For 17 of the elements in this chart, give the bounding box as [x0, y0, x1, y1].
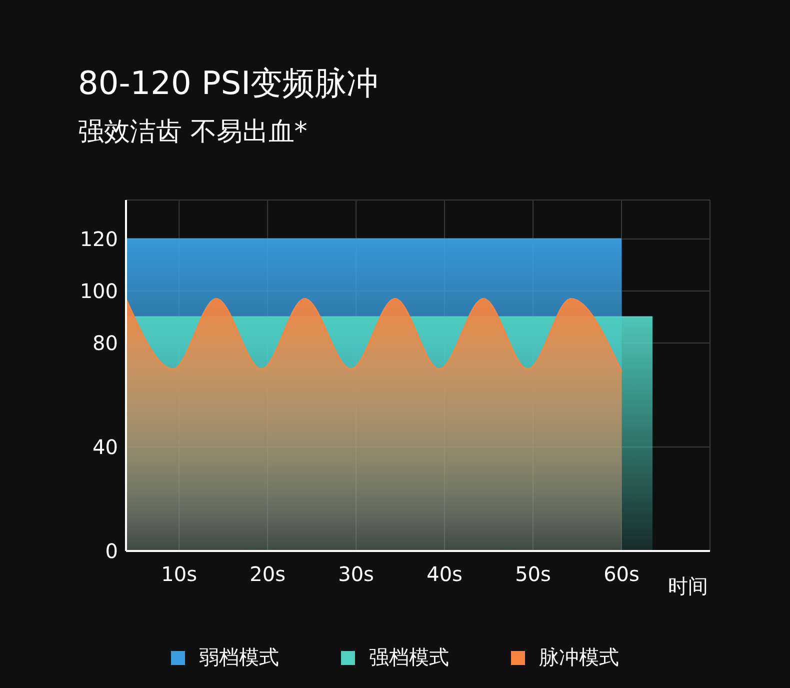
x-tick-label: 10s: [161, 562, 198, 586]
x-tick-label: 60s: [604, 562, 640, 586]
y-tick-label: 40: [92, 435, 118, 460]
y-tick-label: 120: [80, 227, 118, 252]
x-axis-title: 时间: [668, 573, 708, 600]
chart-title: 80-120 PSI变频脉冲: [78, 63, 379, 104]
chart-subtitle: 强效洁齿 不易出血*: [78, 116, 308, 149]
x-tick-label: 20s: [250, 562, 286, 586]
y-tick-label: 0: [105, 539, 118, 564]
x-tick-label: 50s: [515, 562, 551, 586]
y-tick-label: 100: [80, 279, 118, 304]
y-tick-label: 80: [92, 331, 118, 356]
x-tick-label: 40s: [426, 562, 462, 586]
legend-label: 脉冲模式: [539, 644, 619, 671]
legend-label: 弱档模式: [199, 644, 279, 671]
x-tick-label: 30s: [338, 562, 374, 586]
legend-label: 强档模式: [369, 644, 449, 671]
